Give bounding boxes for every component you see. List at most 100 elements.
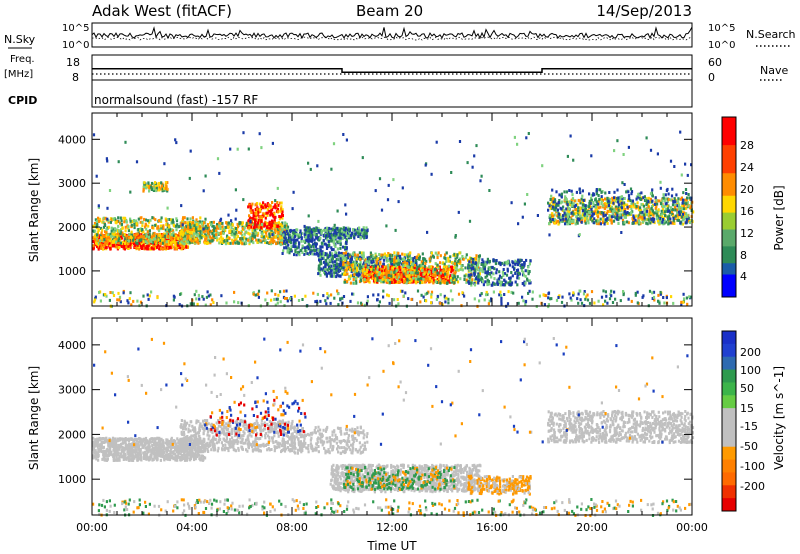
power-cell — [285, 229, 288, 233]
power-cell — [365, 267, 368, 271]
power-cell — [176, 223, 179, 227]
power-cell — [154, 218, 157, 222]
power-cell — [137, 228, 140, 231]
power-cell — [374, 276, 377, 280]
power-cell — [434, 280, 437, 284]
power-cell — [381, 267, 384, 271]
power-cell — [318, 230, 321, 234]
power-cell — [336, 240, 339, 244]
power-cell — [248, 240, 251, 244]
power-cell — [328, 258, 331, 262]
power-cell — [418, 274, 421, 278]
power-cell — [411, 263, 414, 267]
power-cell — [359, 277, 362, 281]
power-cell — [691, 210, 695, 214]
power-cell — [355, 280, 358, 284]
power-cell — [503, 263, 506, 267]
power-cell — [548, 202, 552, 206]
power-cell — [283, 224, 286, 228]
power-cell — [156, 236, 159, 240]
power-cell — [339, 260, 342, 264]
power-cell — [212, 220, 215, 224]
power-cell — [658, 199, 661, 203]
power-cell — [368, 257, 371, 261]
power-cell — [486, 257, 489, 261]
power-cell — [458, 251, 461, 255]
power-cell — [183, 216, 186, 220]
power-cell — [162, 241, 165, 245]
power-cell — [383, 266, 387, 270]
power-cell — [554, 221, 558, 225]
power-cell — [309, 250, 312, 254]
power-cell — [102, 243, 105, 247]
power-cell — [134, 235, 137, 239]
power-cell — [655, 204, 658, 208]
power-cell — [342, 263, 345, 267]
power-cell — [94, 229, 97, 233]
power-cell — [594, 207, 597, 211]
power-cell — [498, 274, 502, 278]
power-cell — [256, 207, 259, 211]
power-cell — [345, 240, 348, 244]
power-cell — [423, 272, 426, 276]
power-cell — [398, 265, 401, 269]
power-cell — [393, 256, 397, 260]
power-cell — [319, 248, 322, 252]
power-cell — [125, 219, 128, 223]
power-cell — [351, 228, 355, 232]
power-cell — [376, 276, 379, 280]
power-cell — [416, 277, 419, 281]
power-cell — [368, 260, 371, 264]
power-cell — [95, 219, 98, 223]
power-cell — [579, 207, 582, 211]
power-cell — [281, 214, 284, 217]
power-cell — [132, 238, 135, 242]
power-cell — [647, 203, 650, 207]
power-cell — [151, 226, 154, 230]
power-cell — [426, 278, 429, 282]
power-cell — [452, 278, 456, 282]
power-cell — [353, 236, 356, 240]
power-cell — [162, 226, 165, 230]
power-cell — [412, 280, 415, 284]
power-cell — [246, 221, 249, 225]
cpid-label: CPID — [8, 94, 37, 107]
power-cell — [305, 230, 308, 234]
power-cell — [200, 236, 203, 240]
power-cell — [241, 233, 244, 237]
power-cell — [511, 261, 515, 265]
power-cell — [101, 228, 104, 232]
power-cell — [177, 241, 180, 245]
power-cell — [472, 258, 475, 261]
power-cell — [330, 274, 333, 278]
power-cell — [347, 234, 350, 238]
power-cell — [420, 260, 423, 264]
power-cell — [688, 219, 691, 222]
power-cell — [237, 241, 240, 245]
power-cell — [354, 277, 357, 281]
power-cell — [269, 225, 273, 229]
power-cell — [318, 255, 321, 259]
power-cell — [141, 246, 144, 250]
power-cell — [339, 246, 342, 250]
power-cell — [304, 235, 307, 239]
power-cell — [350, 256, 353, 260]
power-cell — [143, 239, 146, 243]
power-cell — [289, 241, 293, 245]
power-cell — [380, 253, 383, 257]
power-cell — [319, 236, 322, 240]
power-cell — [268, 241, 271, 244]
power-cell — [96, 233, 99, 237]
power-cell — [313, 232, 316, 236]
power-cell — [523, 263, 526, 267]
power-cell — [144, 236, 147, 240]
power-cell — [114, 220, 117, 224]
power-cell — [335, 269, 338, 273]
power-cell — [216, 223, 219, 226]
power-cell — [204, 229, 207, 232]
power-cell — [170, 235, 173, 239]
power-cell — [254, 222, 257, 226]
power-cell — [663, 219, 666, 223]
power-cell — [382, 276, 385, 279]
power-cell — [157, 243, 160, 247]
